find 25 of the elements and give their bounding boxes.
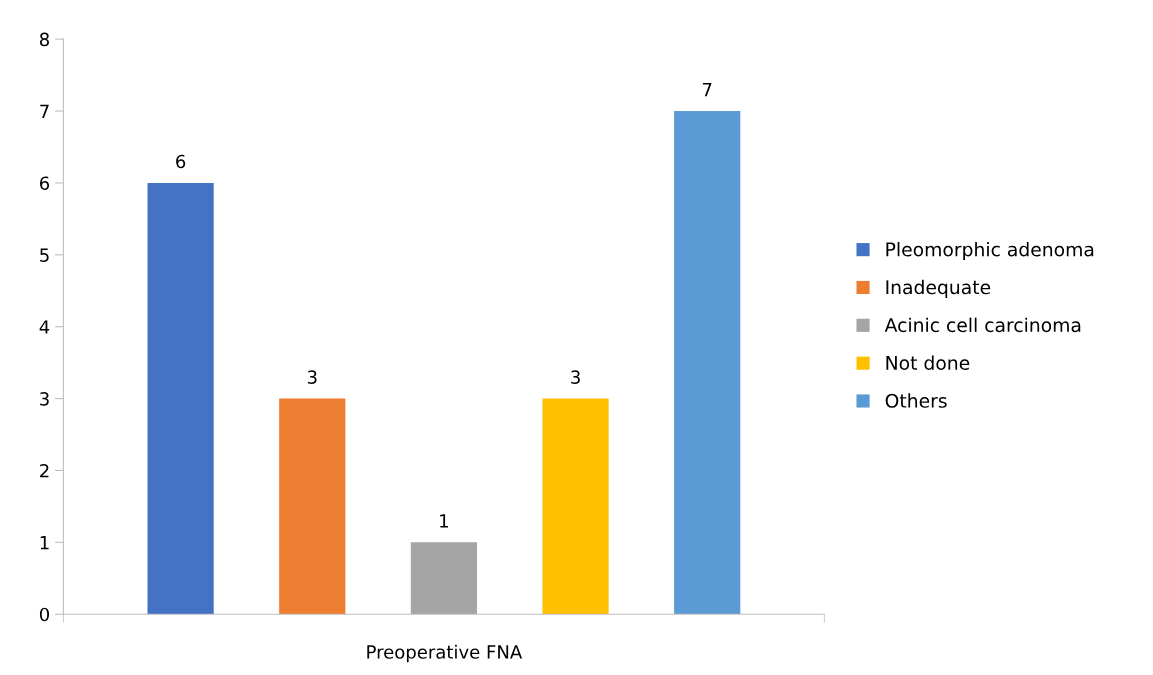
y-tick-label: 7 <box>40 104 49 118</box>
y-tick-label: 0 <box>39 607 50 622</box>
y-tick-label: 4 <box>39 320 50 334</box>
y-tick-label: 8 <box>39 32 49 47</box>
y-tick-label: 2 <box>40 463 49 478</box>
legend-label: Others <box>885 393 947 408</box>
y-tick-label: 3 <box>40 392 49 406</box>
data-label: 3 <box>571 370 580 384</box>
legend-label: Pleomorphic adenoma <box>886 241 1094 261</box>
x-tick-label: Preoperative FNA <box>367 644 523 663</box>
bar <box>147 182 214 615</box>
legend-label: Inadequate <box>886 279 991 298</box>
bar <box>279 398 346 615</box>
y-tick-label: 5 <box>40 248 49 262</box>
bar <box>542 398 609 615</box>
data-label: 7 <box>702 83 712 97</box>
y-tick-label: 1 <box>40 536 49 550</box>
y-tick-label: 6 <box>39 176 50 191</box>
data-label: 3 <box>307 370 317 384</box>
bar <box>674 111 741 615</box>
legend-label: Acinic cell carcinoma <box>884 317 1081 333</box>
bar <box>410 542 478 615</box>
data-label: 1 <box>440 514 448 528</box>
legend-label: Not done <box>886 355 970 370</box>
data-label: 6 <box>176 154 186 169</box>
